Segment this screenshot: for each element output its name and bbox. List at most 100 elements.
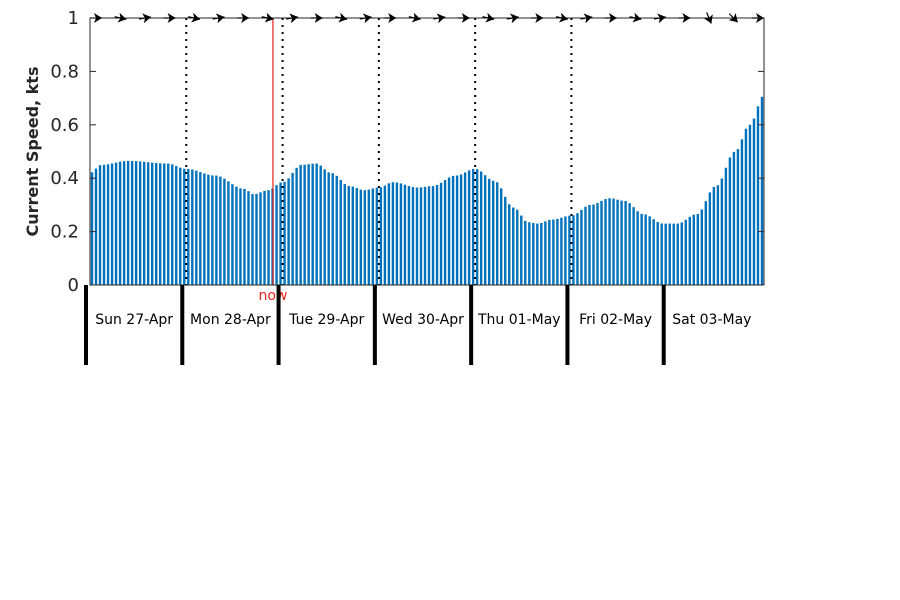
day-label: Sat 03-May bbox=[672, 312, 751, 328]
speed-bar bbox=[584, 206, 587, 285]
speed-bar bbox=[692, 214, 695, 285]
speed-bar bbox=[383, 185, 387, 285]
speed-bar bbox=[632, 207, 635, 285]
speed-bar bbox=[387, 183, 391, 285]
speed-bar bbox=[142, 161, 146, 285]
direction-arrow bbox=[212, 13, 225, 24]
speed-bar bbox=[544, 221, 547, 285]
speed-bar bbox=[664, 223, 667, 285]
speed-bar bbox=[395, 182, 399, 285]
speed-bar bbox=[171, 164, 174, 285]
speed-bar bbox=[154, 163, 158, 285]
speed-bar bbox=[106, 164, 110, 285]
speed-bar bbox=[439, 182, 443, 285]
speed-bar bbox=[447, 177, 451, 285]
speed-bar bbox=[540, 223, 543, 285]
speed-bar bbox=[443, 180, 447, 285]
speed-bar bbox=[520, 215, 523, 285]
speed-bar bbox=[303, 164, 306, 285]
speed-bar bbox=[419, 187, 423, 285]
speed-bar bbox=[744, 128, 748, 285]
direction-arrow bbox=[728, 13, 739, 23]
direction-arrow bbox=[335, 12, 348, 23]
speed-bar bbox=[427, 186, 431, 285]
speed-bar bbox=[335, 175, 338, 285]
speed-bar bbox=[267, 190, 270, 285]
direction-arrow bbox=[604, 13, 617, 23]
speed-bar bbox=[568, 215, 571, 285]
y-tick-label: 0 bbox=[68, 275, 79, 296]
speed-bar bbox=[215, 175, 218, 285]
direction-arrow bbox=[237, 13, 250, 23]
speed-bar bbox=[247, 191, 250, 285]
speed-bar bbox=[696, 213, 700, 285]
y-axis-label: Current Speed, kts bbox=[23, 67, 42, 237]
speed-bar bbox=[556, 218, 559, 285]
speed-bar bbox=[291, 172, 294, 285]
speed-bar bbox=[323, 169, 326, 285]
plot-frame bbox=[89, 17, 765, 286]
speed-bar bbox=[680, 222, 683, 285]
speed-bar bbox=[167, 163, 170, 285]
speed-bar bbox=[287, 178, 290, 285]
speed-bar bbox=[399, 183, 403, 285]
speed-bar bbox=[307, 164, 310, 285]
speed-bar bbox=[122, 161, 126, 285]
bars bbox=[90, 96, 764, 286]
speed-bar bbox=[596, 203, 599, 285]
speed-bar bbox=[351, 186, 354, 285]
speed-bar bbox=[163, 163, 166, 285]
direction-arrow bbox=[188, 12, 201, 23]
speed-bar bbox=[624, 201, 627, 285]
speed-bar bbox=[576, 213, 579, 285]
speed-bar bbox=[732, 151, 736, 285]
day-separators bbox=[185, 18, 573, 285]
speed-bar bbox=[652, 219, 655, 285]
direction-arrow bbox=[506, 13, 519, 24]
speed-bar bbox=[616, 199, 619, 285]
speed-bar bbox=[500, 188, 503, 285]
speed-bar bbox=[195, 170, 198, 285]
speed-bar bbox=[760, 96, 764, 285]
speed-bar bbox=[343, 183, 346, 285]
speed-bar bbox=[126, 160, 130, 285]
speed-bar bbox=[588, 205, 591, 285]
speed-bar bbox=[512, 207, 515, 285]
speed-bar bbox=[283, 181, 286, 285]
speed-bar bbox=[612, 198, 615, 285]
direction-arrow bbox=[653, 13, 666, 24]
speed-bar bbox=[475, 169, 479, 285]
speed-bar bbox=[138, 161, 142, 285]
speed-bar bbox=[239, 188, 242, 285]
speed-bar bbox=[259, 192, 262, 285]
speed-bar bbox=[311, 163, 314, 285]
direction-arrow bbox=[359, 13, 372, 24]
speed-bar bbox=[528, 222, 531, 285]
speed-bar bbox=[363, 190, 367, 285]
speed-bar bbox=[455, 175, 459, 285]
speed-bar bbox=[423, 186, 427, 285]
speed-bar bbox=[684, 219, 687, 285]
direction-arrow bbox=[457, 13, 470, 23]
speed-bar bbox=[347, 186, 350, 285]
y-axis: 0 0.2 0.4 0.6 0.8 1 bbox=[50, 8, 764, 296]
speed-bar bbox=[648, 216, 651, 285]
speed-bar bbox=[724, 167, 728, 285]
direction-arrow bbox=[482, 12, 495, 23]
speed-bar bbox=[263, 190, 266, 285]
speed-bar bbox=[564, 216, 567, 285]
speed-bar bbox=[191, 169, 194, 285]
direction-arrows bbox=[90, 12, 764, 24]
speed-bar bbox=[552, 219, 555, 285]
speed-bar bbox=[467, 170, 471, 285]
speed-bar bbox=[94, 168, 98, 285]
speed-bar bbox=[130, 160, 134, 285]
speed-bar bbox=[688, 216, 691, 285]
speed-bar bbox=[508, 204, 511, 285]
direction-arrow bbox=[629, 12, 642, 23]
speed-bar bbox=[183, 168, 186, 285]
day-label: Tue 29-Apr bbox=[288, 312, 364, 328]
direction-arrow bbox=[703, 12, 713, 24]
speed-bar bbox=[211, 175, 214, 285]
